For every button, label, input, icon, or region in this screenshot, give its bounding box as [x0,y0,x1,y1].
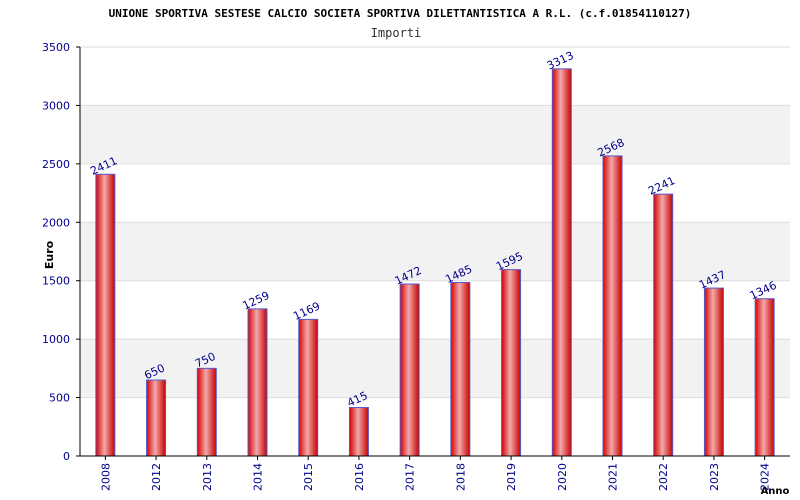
bar-2017 [399,283,420,457]
y-tick-label: 1000 [42,333,70,346]
x-tick-label-2022: 2022 [657,463,670,491]
grid-band [80,339,790,398]
bar-2021 [602,155,623,457]
axes [79,47,790,457]
x-tick-label-2012: 2012 [150,463,163,491]
x-tick-label-2020: 2020 [556,463,569,491]
bar-2023 [703,287,724,457]
x-axis-ticks: 2008 2012 2013 2014 2015 2016 2017 2018 2019 2020… [99,456,772,491]
bars [95,68,775,457]
bar-2020 [551,68,572,457]
bar-2014 [247,308,268,457]
grid-band [80,105,790,164]
bar-2008 [95,173,116,457]
x-tick-label-2024: 2024 [759,463,772,491]
y-tick-label: 2500 [42,158,70,171]
x-tick-label-2014: 2014 [252,463,265,491]
x-tick-label-2016: 2016 [353,463,366,491]
y-axis-label: Euro [43,240,56,269]
y-tick-label: 3500 [42,41,70,54]
bar-2019 [501,269,522,457]
bar-2016 [348,407,369,457]
bar-2018 [450,281,471,457]
x-tick-label-2017: 2017 [404,463,417,491]
x-tick-label-2015: 2015 [302,463,315,491]
bar-2013 [196,367,217,457]
bar-2024 [754,298,775,457]
bar-2012 [146,379,167,457]
grid-bands [80,46,790,457]
x-tick-label-2008: 2008 [99,463,112,491]
y-tick-label: 0 [63,450,70,463]
chart-title: UNIONE SPORTIVA SESTESE CALCIO SOCIETA S… [109,7,692,20]
y-tick-label: 2000 [42,216,70,229]
y-axis-ticks: 0 500 1000 1500 2000 2500 3000 3500 [42,41,80,463]
x-tick-label-2013: 2013 [201,463,214,491]
x-tick-label-2023: 2023 [708,463,721,491]
x-tick-label-2021: 2021 [607,463,620,491]
y-tick-label: 3000 [42,99,70,112]
x-axis-label: Anno [761,486,790,497]
x-tick-label-2019: 2019 [505,463,518,491]
y-tick-label: 1500 [42,275,70,288]
bar-2022 [653,193,674,457]
bar-2015 [298,318,319,457]
chart-subtitle: Importi [371,26,422,40]
y-tick-label: 500 [49,392,70,405]
grid-band [80,222,790,281]
x-tick-label-2018: 2018 [454,463,467,491]
